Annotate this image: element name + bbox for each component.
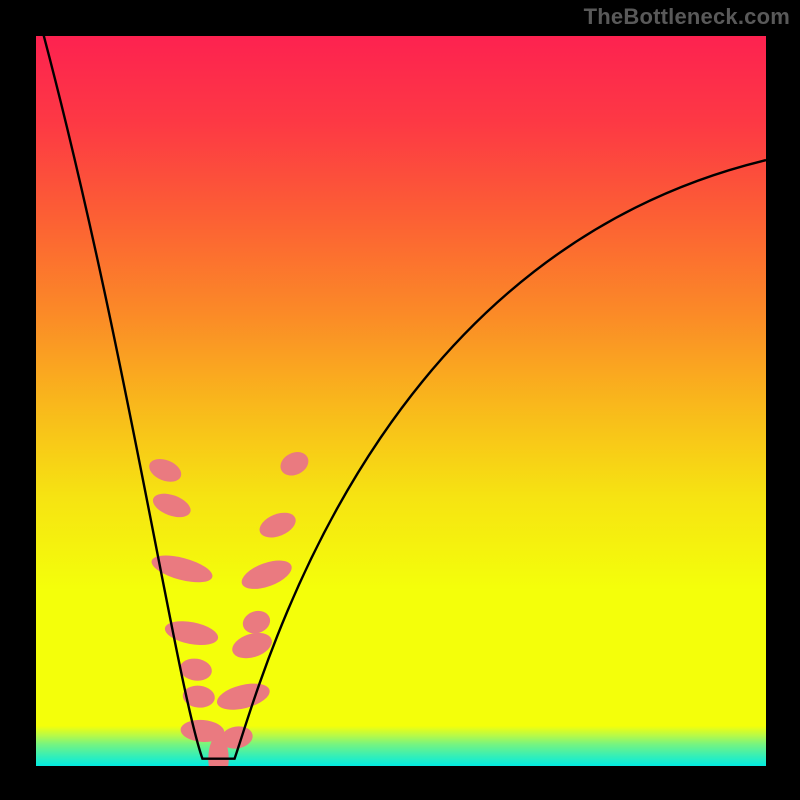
- watermark-text: TheBottleneck.com: [584, 4, 790, 30]
- gradient-background: [36, 36, 766, 766]
- bottleneck-chart: [0, 0, 800, 800]
- chart-container: { "watermark": { "text": "TheBottleneck.…: [0, 0, 800, 800]
